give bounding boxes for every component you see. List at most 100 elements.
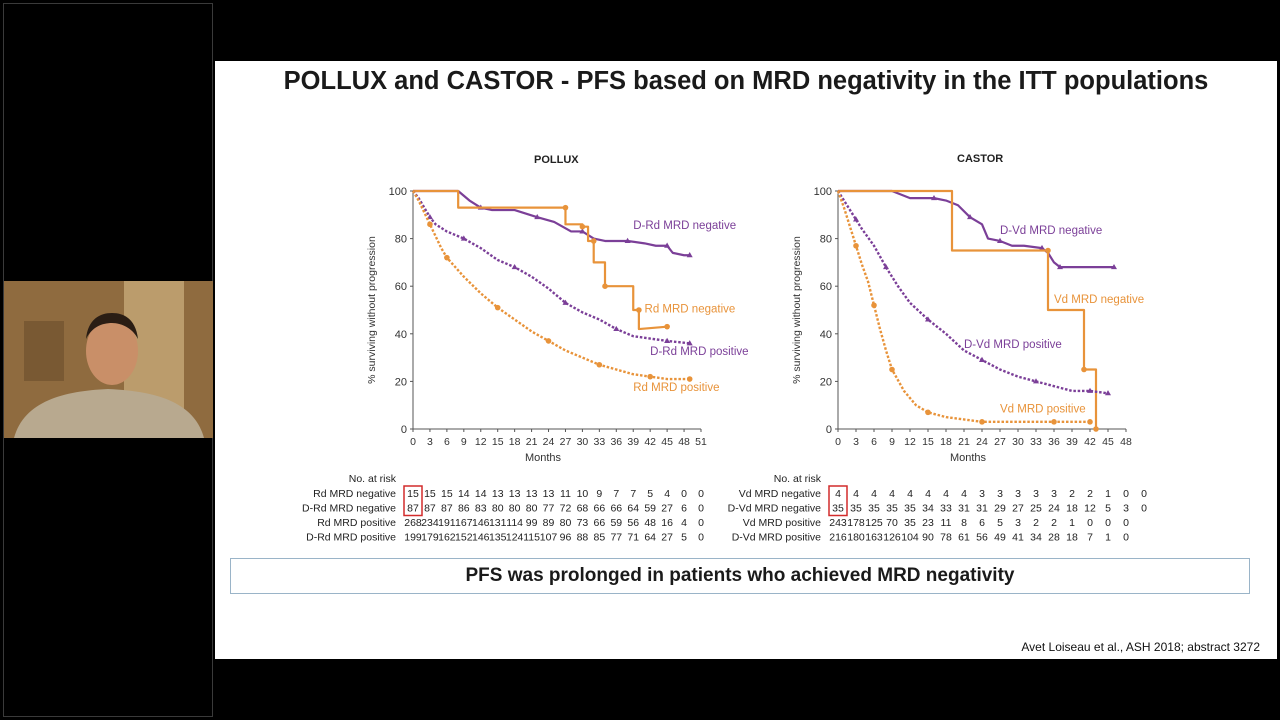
series-marker xyxy=(1093,426,1099,432)
risk-value: 3 xyxy=(1123,503,1129,515)
risk-value: 56 xyxy=(627,517,639,529)
x-tick-label: 45 xyxy=(661,436,673,448)
risk-value: 180 xyxy=(847,532,865,544)
risk-value: 0 xyxy=(1087,517,1093,529)
series-marker xyxy=(1039,244,1045,251)
series-label-3: Rd MRD positive xyxy=(633,382,719,394)
risk-value: 13 xyxy=(543,488,555,500)
risk-value: 191 xyxy=(438,517,456,529)
risk-value: 7 xyxy=(630,488,636,500)
y-tick-label: 40 xyxy=(820,329,832,341)
series-line-3 xyxy=(836,190,1090,424)
risk-value: 162 xyxy=(438,532,456,544)
x-tick-label: 12 xyxy=(904,436,916,448)
risk-value: 66 xyxy=(594,517,606,529)
risk-value: 27 xyxy=(1012,503,1024,515)
risk-value: 0 xyxy=(681,488,687,500)
x-tick-label: 21 xyxy=(958,436,970,448)
series-marker xyxy=(647,373,653,380)
x-tick-label: 3 xyxy=(427,436,433,448)
risk-value: 4 xyxy=(681,517,687,529)
x-tick-label: 24 xyxy=(543,436,555,448)
risk-value: 15 xyxy=(424,488,436,500)
risk-value: 87 xyxy=(424,503,436,515)
series-marker xyxy=(562,204,569,211)
risk-value: 41 xyxy=(1012,532,1024,544)
risk-value: 34 xyxy=(1030,532,1042,544)
risk-value: 3 xyxy=(1015,488,1021,500)
risk-value: 10 xyxy=(577,488,589,500)
series-marker xyxy=(925,409,931,416)
risk-value: 1 xyxy=(1105,488,1111,500)
risk-value: 33 xyxy=(940,503,952,515)
series-marker xyxy=(636,307,642,313)
chart-title-castor: CASTOR xyxy=(957,153,1004,165)
series-marker xyxy=(562,299,569,305)
series-marker xyxy=(427,221,433,228)
risk-value: 3 xyxy=(1033,488,1039,500)
risk-value: 5 xyxy=(997,517,1003,529)
risk-value: 35 xyxy=(850,503,862,515)
series-marker xyxy=(686,376,693,382)
risk-row-label: D-Vd MRD negative xyxy=(728,503,822,515)
risk-value: 0 xyxy=(698,517,704,529)
risk-value: 4 xyxy=(925,488,931,500)
risk-row-label: Vd MRD negative xyxy=(739,488,821,500)
x-tick-label: 18 xyxy=(509,436,521,448)
y-tick-label: 0 xyxy=(826,424,832,436)
x-tick-label: 36 xyxy=(1048,436,1060,448)
y-tick-label: 100 xyxy=(814,186,832,198)
series-marker xyxy=(511,263,518,270)
series-line-0 xyxy=(838,189,1114,269)
risk-value: 4 xyxy=(907,488,913,500)
risk-value: 135 xyxy=(489,532,507,544)
x-tick-label: 0 xyxy=(410,436,416,448)
series-label-1: Vd MRD negative xyxy=(1054,294,1144,306)
risk-value: 86 xyxy=(458,503,470,515)
slide-title: POLLUX and CASTOR - PFS based on MRD neg… xyxy=(283,67,1209,95)
series-marker xyxy=(997,237,1003,243)
series-marker xyxy=(444,254,450,261)
risk-value: 18 xyxy=(1066,532,1078,544)
x-axis-title: Months xyxy=(950,452,987,464)
risk-value: 66 xyxy=(594,503,606,515)
risk-value: 7 xyxy=(613,488,619,500)
x-tick-label: 21 xyxy=(526,436,538,448)
series-marker xyxy=(460,235,467,241)
risk-value: 83 xyxy=(475,503,487,515)
risk-value: 14 xyxy=(475,488,487,500)
risk-value: 64 xyxy=(644,532,656,544)
x-tick-label: 6 xyxy=(444,436,450,448)
risk-value: 126 xyxy=(883,532,901,544)
risk-value: 7 xyxy=(1087,532,1093,544)
series-marker xyxy=(426,213,433,220)
risk-value: 8 xyxy=(961,517,967,529)
risk-row-label: D-Rd MRD positive xyxy=(306,532,396,544)
risk-header: No. at risk xyxy=(349,473,397,485)
risk-value: 77 xyxy=(543,503,555,515)
x-tick-label: 45 xyxy=(1102,436,1114,448)
x-tick-label: 51 xyxy=(695,436,707,448)
series-marker xyxy=(624,237,631,243)
x-tick-label: 48 xyxy=(678,436,690,448)
risk-value: 73 xyxy=(577,517,589,529)
y-tick-label: 60 xyxy=(820,281,832,293)
slide: POLLUX and CASTOR - PFS based on MRD neg… xyxy=(215,61,1277,659)
citation: Avet Loiseau et al., ASH 2018; abstract … xyxy=(1021,640,1260,654)
risk-value: 35 xyxy=(904,503,916,515)
risk-value: 35 xyxy=(868,503,880,515)
series-label-2: D-Vd MRD positive xyxy=(964,339,1062,351)
risk-value: 23 xyxy=(922,517,934,529)
risk-value: 146 xyxy=(472,517,490,529)
y-tick-label: 80 xyxy=(395,234,407,246)
risk-value: 13 xyxy=(509,488,521,500)
x-tick-label: 0 xyxy=(835,436,841,448)
x-tick-label: 39 xyxy=(1066,436,1078,448)
risk-value: 2 xyxy=(1069,488,1075,500)
risk-value: 87 xyxy=(407,503,419,515)
risk-value: 114 xyxy=(506,517,523,529)
risk-value: 16 xyxy=(661,517,673,529)
risk-value: 27 xyxy=(661,532,673,544)
series-marker xyxy=(590,238,597,244)
